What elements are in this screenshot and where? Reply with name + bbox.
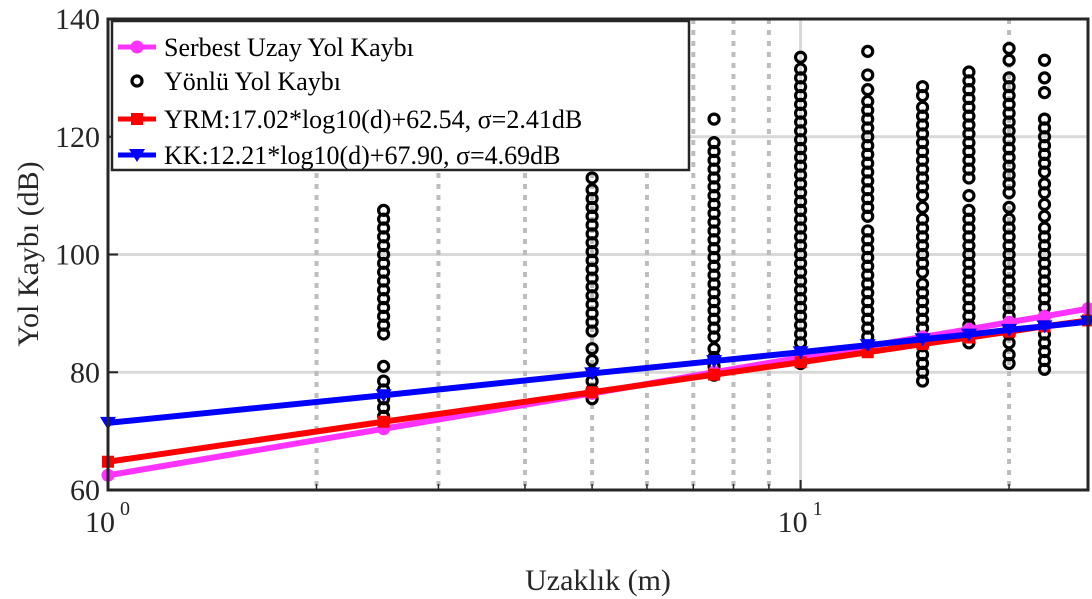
series-1	[377, 41, 1052, 424]
y-tick-label: 60	[70, 474, 100, 507]
x-tick-label: 10	[778, 506, 808, 539]
x-tick-label-exponent: 0	[120, 498, 130, 520]
data-point	[1037, 85, 1052, 100]
data-point	[962, 189, 976, 203]
data-point	[377, 359, 391, 373]
legend-marker	[130, 74, 144, 88]
data-point	[584, 367, 601, 381]
data-point	[1002, 41, 1016, 56]
data-point	[585, 353, 599, 368]
legend-entry-2: YRM:17.02*log10(d)+62.54, σ=2.41dB	[118, 105, 582, 134]
data-point	[859, 339, 876, 353]
data-point	[914, 333, 931, 347]
legend-label: Serbest Uzay Yol Kaybı	[164, 33, 414, 62]
data-point	[962, 203, 976, 217]
data-point	[915, 100, 930, 114]
legend-marker	[131, 113, 143, 125]
y-tick-label: 100	[55, 239, 100, 272]
legend: Serbest Uzay Yol Kaybı Yönlü Yol Kaybı YRM…	[110, 19, 691, 172]
data-point	[585, 342, 599, 356]
data-point	[1002, 71, 1016, 85]
x-axis-label: Uzaklık (m)	[525, 564, 671, 597]
data-point	[1002, 53, 1016, 67]
data-point	[861, 94, 875, 109]
data-point	[960, 328, 977, 342]
data-point	[915, 200, 930, 214]
data-point	[792, 346, 809, 360]
data-point	[1037, 71, 1052, 85]
data-point	[1002, 212, 1016, 226]
data-point	[707, 136, 721, 150]
data-point	[377, 374, 391, 388]
x-tick-label-exponent: 1	[813, 498, 823, 520]
legend-entry-0: Serbest Uzay Yol Kaybı	[118, 33, 414, 62]
series-layer	[100, 41, 1092, 482]
data-point	[1037, 221, 1052, 235]
data-point	[1037, 177, 1052, 191]
data-point	[1002, 200, 1016, 214]
data-point	[1001, 323, 1018, 337]
data-point	[861, 346, 874, 359]
data-point	[794, 356, 807, 369]
data-point	[793, 50, 808, 64]
x-tick-label: 10	[85, 506, 115, 539]
data-point	[861, 83, 875, 97]
data-point	[861, 224, 875, 238]
data-point	[1037, 209, 1052, 223]
data-point	[586, 386, 599, 399]
legend-entry-3: KK:12.21*log10(d)+67.90, σ=4.69dB	[118, 141, 561, 170]
legend-box	[110, 19, 691, 172]
legend-marker	[130, 40, 144, 54]
data-point	[962, 65, 976, 79]
data-point	[1038, 309, 1052, 323]
data-point	[793, 62, 808, 76]
data-point	[707, 342, 721, 356]
data-point	[1037, 53, 1052, 67]
data-point	[708, 368, 721, 381]
data-point	[706, 355, 723, 369]
legend-label: KK:12.21*log10(d)+67.90, σ=4.69dB	[164, 141, 561, 170]
series-3	[100, 315, 1092, 430]
data-point	[377, 415, 390, 428]
data-point	[1037, 197, 1052, 212]
y-tick-label: 120	[55, 121, 100, 154]
data-point	[861, 44, 875, 58]
legend-marker	[129, 149, 145, 162]
y-axis-label: Yol Kaybı (dB)	[12, 161, 45, 346]
data-point	[585, 183, 599, 197]
data-point	[1002, 347, 1016, 362]
legend-label: Yönlü Yol Kaybı	[164, 67, 341, 96]
data-point	[377, 203, 391, 217]
data-point	[1037, 112, 1052, 126]
data-point	[1036, 320, 1053, 334]
data-point	[707, 112, 721, 126]
data-point	[915, 80, 930, 94]
y-tick-label: 80	[70, 356, 100, 389]
data-point	[915, 212, 930, 226]
data-point	[861, 68, 875, 82]
data-point	[915, 277, 930, 291]
data-point	[375, 389, 392, 403]
legend-label: YRM:17.02*log10(d)+62.54, σ=2.41dB	[164, 105, 582, 134]
legend-entry-1: Yönlü Yol Kaybı	[130, 67, 341, 96]
y-tick-label: 140	[55, 3, 100, 36]
data-point	[585, 171, 599, 185]
